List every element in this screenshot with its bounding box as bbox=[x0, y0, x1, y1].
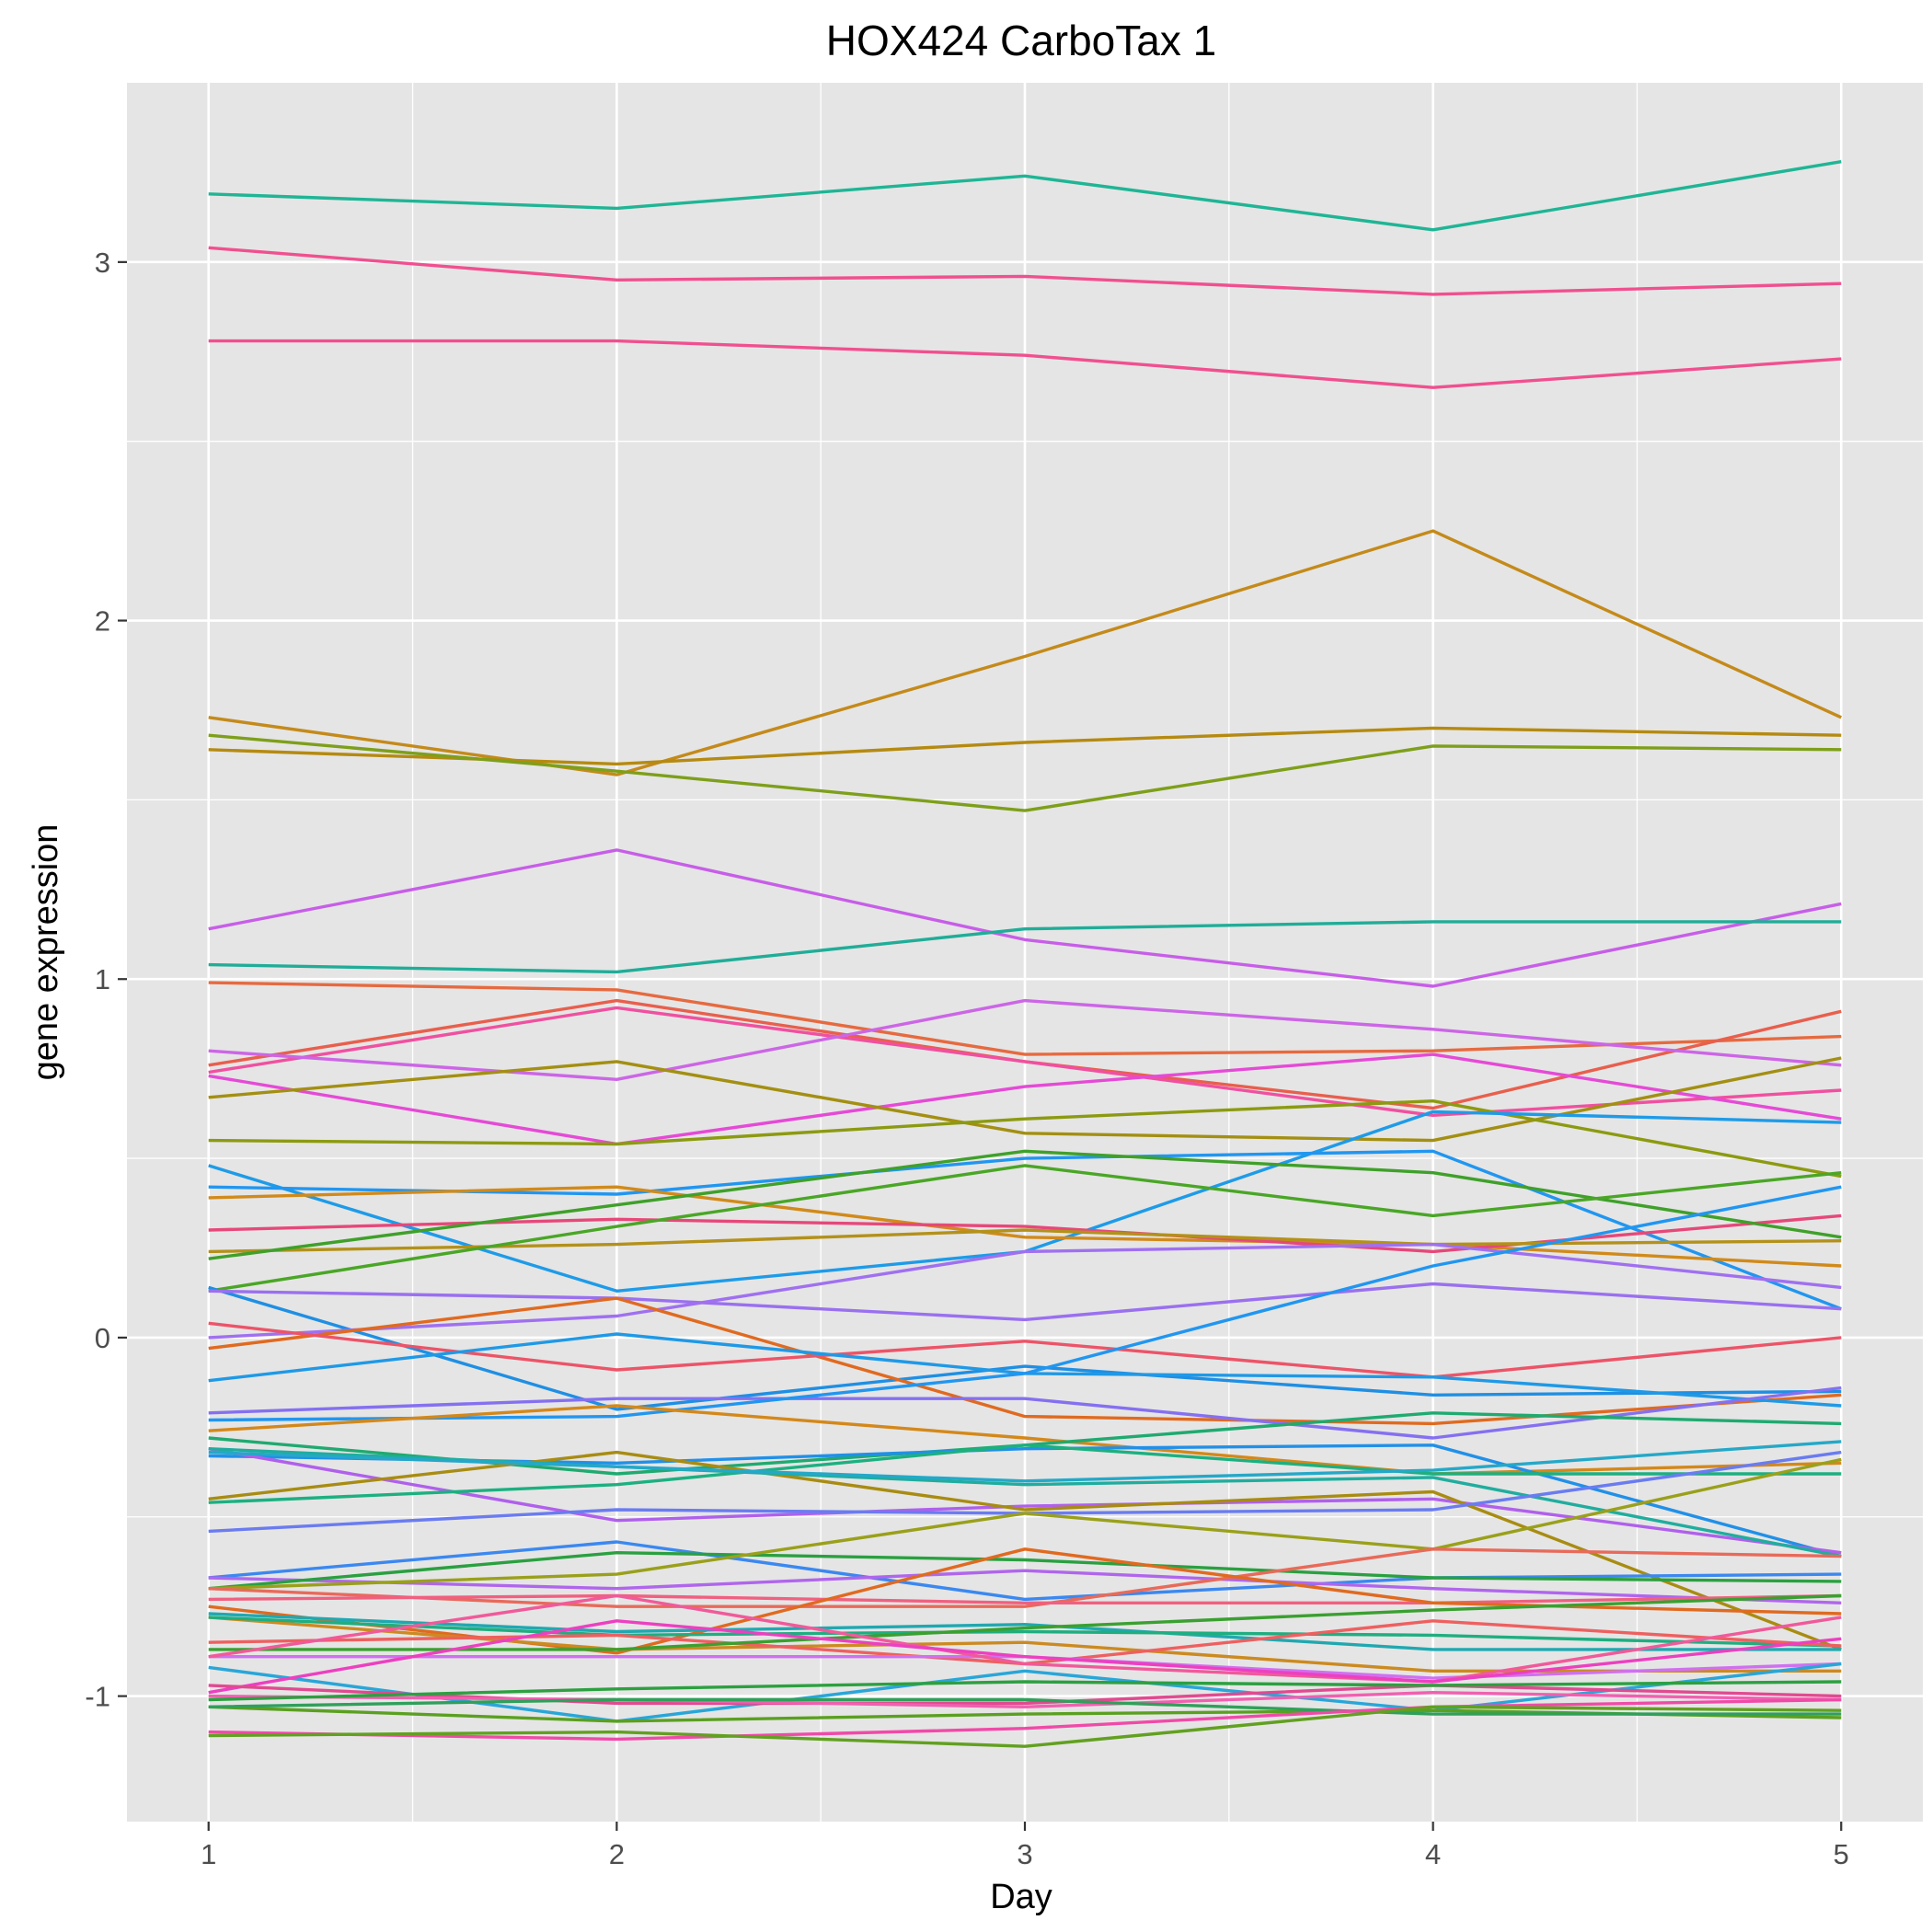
y-tick-label: 1 bbox=[95, 963, 110, 995]
x-axis-title: Day bbox=[990, 1878, 1052, 1916]
series-line-48 bbox=[208, 1612, 1842, 1651]
series-line-49 bbox=[208, 1616, 1842, 1648]
series-line-7 bbox=[208, 848, 1842, 988]
y-tick-label: 2 bbox=[95, 605, 110, 638]
series-line-45 bbox=[208, 1593, 1842, 1605]
series-line-1 bbox=[208, 160, 1842, 232]
series-line-8 bbox=[208, 920, 1842, 974]
x-tick-label: 5 bbox=[1834, 1838, 1849, 1870]
series-line-35 bbox=[208, 1450, 1842, 1651]
series-line-57 bbox=[208, 1690, 1842, 1709]
series-line-60 bbox=[208, 1697, 1842, 1716]
series-line-55 bbox=[208, 1619, 1842, 1695]
series-lines bbox=[208, 160, 1843, 1748]
x-tick-label: 2 bbox=[609, 1838, 625, 1870]
series-line-13 bbox=[208, 1052, 1842, 1146]
y-axis-title: gene expression bbox=[27, 824, 65, 1081]
series-line-14 bbox=[208, 1056, 1842, 1143]
series-line-34 bbox=[208, 1447, 1842, 1555]
series-line-42 bbox=[208, 1550, 1842, 1591]
y-tick-label: 3 bbox=[95, 247, 110, 279]
x-tick-label: 4 bbox=[1425, 1838, 1441, 1870]
y-tick-label: 0 bbox=[95, 1322, 110, 1354]
series-line-31 bbox=[208, 1404, 1842, 1476]
series-line-51 bbox=[208, 1593, 1842, 1651]
series-line-27 bbox=[208, 1321, 1842, 1379]
x-axis: 1 2 3 4 5 bbox=[201, 1822, 1849, 1870]
series-line-30 bbox=[208, 1185, 1842, 1422]
series-line-18 bbox=[208, 1185, 1842, 1268]
series-line-41 bbox=[208, 1569, 1842, 1604]
series-line-44 bbox=[208, 1547, 1842, 1608]
series-line-3 bbox=[208, 339, 1842, 389]
y-tick-label: -1 bbox=[85, 1681, 110, 1713]
series-line-36 bbox=[208, 1443, 1842, 1504]
series-line-23 bbox=[208, 1285, 1842, 1411]
series-line-21 bbox=[208, 1149, 1842, 1260]
series-line-26 bbox=[208, 1296, 1842, 1426]
series-line-15 bbox=[208, 1098, 1842, 1179]
series-line-62 bbox=[208, 1705, 1842, 1748]
series-line-4 bbox=[208, 529, 1843, 776]
series-line-40 bbox=[208, 1540, 1842, 1602]
series-line-6 bbox=[208, 733, 1842, 812]
series-line-61 bbox=[208, 1697, 1842, 1742]
chart-title: HOX424 CarboTax 1 bbox=[826, 17, 1216, 64]
series-line-24 bbox=[208, 1282, 1842, 1322]
series-line-38 bbox=[208, 1440, 1842, 1483]
series-line-22 bbox=[208, 1164, 1842, 1293]
series-line-11 bbox=[208, 1006, 1842, 1118]
series-line-29 bbox=[208, 1386, 1842, 1440]
x-tick-label: 3 bbox=[1017, 1838, 1032, 1870]
series-line-43 bbox=[208, 1457, 1842, 1591]
series-line-9 bbox=[208, 981, 1842, 1056]
series-line-53 bbox=[208, 1593, 1842, 1684]
series-line-58 bbox=[208, 1680, 1842, 1702]
x-tick-label: 1 bbox=[201, 1838, 216, 1870]
series-line-25 bbox=[208, 1242, 1842, 1340]
y-axis: -1 0 1 2 3 bbox=[85, 247, 127, 1713]
major-grid-lines bbox=[127, 83, 1923, 1822]
series-line-2 bbox=[208, 246, 1842, 296]
series-line-12 bbox=[208, 998, 1842, 1082]
